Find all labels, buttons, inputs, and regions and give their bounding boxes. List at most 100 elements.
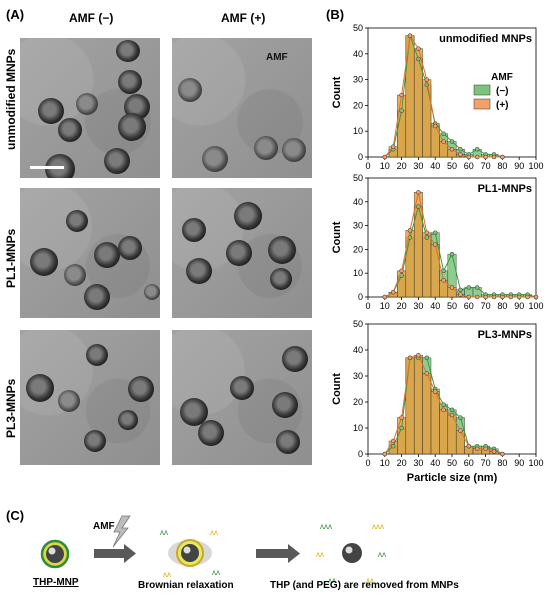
x-tick-label: 50 [447,458,457,468]
y-tick-label: 0 [358,292,363,302]
x-tick-label: 60 [464,161,474,171]
x-tick-label: 50 [447,161,457,171]
point-amf-plus [516,294,522,300]
point-amf-plus [432,389,438,394]
arrow-right-icon [256,544,300,563]
tem-pl3-amf-plus [172,330,312,465]
point-amf-plus [441,278,446,283]
point-amf-plus [441,139,446,144]
point-amf-plus [382,451,388,457]
row-label-pl1: PL1-MNPs [4,228,18,288]
brownian-label: Brownian relaxation [138,580,234,591]
svg-text:ʌʌ: ʌʌ [163,570,171,579]
point-amf-plus [382,294,388,300]
tem-unmodified-amf-minus [20,38,160,178]
col-header-amf-minus: AMF (−) [69,11,114,25]
point-amf-minus [474,285,480,290]
x-tick-label: 80 [497,161,507,171]
x-tick-label: 90 [514,301,524,311]
x-tick-label: 30 [413,161,423,171]
svg-text:ʌʌ: ʌʌ [328,576,336,585]
point-amf-plus [491,154,497,160]
y-tick-label: 20 [353,397,363,407]
x-tick-label: 20 [397,458,407,468]
chart-title: unmodified MNPs [439,33,532,45]
bar-amf-plus [422,79,432,158]
point-amf-minus [449,407,455,413]
histogram-unmodified: 0 10 20 30 40 50 0 10 20 30 40 50 60 70 80 90 100 unmodif… [331,23,544,171]
tem-pl3-amf-minus [20,330,160,465]
plot-frame [367,27,537,158]
bar-amf-plus [405,357,415,455]
y-tick-label: 50 [353,319,363,329]
point-amf-minus [424,355,430,361]
row-label-pl3: PL3-MNPs [4,378,18,438]
x-tick-label: 50 [447,301,457,311]
y-tick-label: 40 [353,49,363,59]
point-amf-plus [390,438,396,444]
histogram-pl1: 0 10 20 30 40 50 0 10 20 30 40 50 60 70 80 90 100 PL1-MNP… [331,173,544,311]
svg-text:ʌʌ: ʌʌ [210,528,218,537]
point-amf-plus [390,144,396,149]
x-tick-label: 90 [514,161,524,171]
point-amf-minus [416,204,421,209]
point-amf-plus [458,152,463,157]
point-amf-plus [449,412,455,418]
legend-entry: (+) [496,100,509,111]
tem-pl1-amf-plus [172,188,312,318]
panel-a-label: (A) [6,7,25,22]
y-tick-label: 20 [353,100,363,110]
point-amf-minus [449,139,455,144]
svg-text:ʌʌ: ʌʌ [316,550,324,559]
bare-mnp-particle: ʌʌʌ ʌʌʌ ʌʌ ʌʌ ʌʌ ʌʌ [316,522,386,585]
tem-pl1-amf-minus [20,188,160,318]
histogram-pl3: 0 10 20 30 40 50 0 10 20 30 40 50 60 70 80 90 100 PL3-MNP… [331,319,544,484]
point-amf-plus [416,352,421,358]
row-label-unmodified: unmodified MNPs [4,48,18,150]
point-amf-plus [416,190,421,195]
amf-tag: AMF [266,52,288,63]
point-amf-plus [399,415,404,420]
point-amf-plus [432,123,438,129]
point-amf-plus [466,294,472,300]
x-tick-label: 100 [528,161,543,171]
point-amf-plus [416,46,421,51]
panel-c-label: (C) [6,508,25,523]
x-tick-label: 10 [380,301,390,311]
x-tick-label: 100 [528,458,543,468]
point-amf-minus [458,415,463,420]
brownian-particle: ʌʌ ʌʌ ʌʌ ʌʌ [160,528,220,579]
point-amf-minus [416,56,421,62]
x-tick-label: 20 [397,301,407,311]
svg-text:ʌʌʌ: ʌʌʌ [320,522,332,531]
bar-amf-plus [397,417,407,455]
x-tick-label: 40 [430,458,440,468]
bar-amf-plus [413,48,423,158]
legend-entry: (−) [496,86,509,97]
y-tick-label: 30 [353,75,363,85]
point-amf-minus [474,147,480,152]
x-tick-label: 0 [365,458,370,468]
point-amf-plus [458,292,463,297]
point-amf-plus [483,446,488,452]
lightning-icon [112,515,131,548]
bar-amf-plus [422,232,432,298]
y-tick-label: 40 [353,197,363,207]
x-tick-label: 0 [365,161,370,171]
tem-unmodified-amf-plus: AMF [172,38,312,178]
point-amf-minus [399,425,404,431]
bar-amf-plus [422,373,432,455]
point-amf-plus [407,33,413,38]
x-tick-label: 80 [497,458,507,468]
point-amf-plus [508,294,514,300]
y-tick-label: 50 [353,173,363,183]
x-tick-label: 40 [430,161,440,171]
y-tick-label: 40 [353,345,363,355]
chart-title: PL3-MNPs [478,329,532,341]
x-tick-label: 30 [413,301,423,311]
point-amf-plus [449,147,455,152]
point-amf-plus [474,446,480,452]
point-amf-plus [390,289,396,295]
point-amf-minus [432,230,438,235]
y-axis-label: Count [331,76,343,108]
